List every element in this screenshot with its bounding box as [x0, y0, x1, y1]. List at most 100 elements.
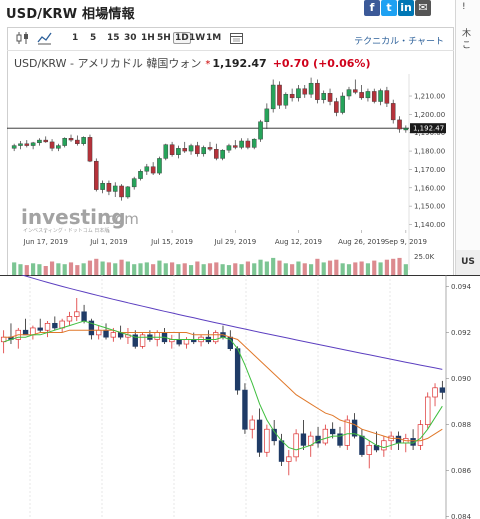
x-tick-label: Jun 17, 2019 — [23, 238, 68, 246]
volume-bar — [264, 261, 269, 275]
candle-body — [119, 185, 124, 198]
right-side-panel — [455, 0, 480, 275]
candle-body — [232, 145, 238, 148]
volume-bar — [239, 264, 244, 275]
volume-bar — [151, 264, 156, 275]
mail-share-icon[interactable]: ✉ — [415, 0, 431, 16]
lower-candle-body — [256, 419, 263, 453]
candle-body — [43, 139, 49, 143]
lower-candle-body — [432, 387, 438, 398]
x-tick-label: Aug 26, 2019 — [338, 238, 385, 246]
volume-bar — [31, 263, 36, 275]
candle-body — [353, 89, 358, 93]
lower-candle-body — [37, 327, 43, 331]
volume-bar — [18, 264, 23, 275]
lower-candle-body — [74, 311, 80, 317]
timeframe-button-15[interactable]: 15 — [107, 33, 120, 43]
lower-y-tick-label: 0.094 — [451, 283, 472, 291]
timeframe-button-1w[interactable]: 1W — [189, 33, 206, 43]
candle-body — [334, 101, 339, 113]
volume-bar — [68, 262, 74, 275]
lower-candle-body — [337, 433, 343, 446]
volume-bar — [302, 263, 307, 275]
chart-toolbar: 1 5 15 30 1H 5H 1D 1W 1M テクニカル・チャート — [7, 27, 454, 51]
volume-bar — [271, 257, 276, 275]
volume-bar — [81, 263, 86, 275]
lower-candle-body — [81, 311, 87, 322]
linkedin-share-icon[interactable]: in — [398, 0, 414, 16]
watermark-suffix: .com — [102, 210, 139, 228]
lower-candle-body — [286, 456, 292, 462]
candle-body — [94, 160, 99, 190]
y-tick-label: 1,180.00 — [414, 148, 445, 156]
candle-body — [302, 88, 308, 95]
candle-body — [270, 84, 276, 110]
volume-bar — [132, 264, 137, 275]
timeframe-button-1m[interactable]: 1M — [206, 33, 222, 43]
candle-body — [397, 119, 402, 130]
lower-candle-body — [110, 332, 117, 338]
candle-body — [106, 182, 112, 192]
lower-candle-body — [132, 334, 138, 347]
side-panel-text-1: 木 — [462, 29, 472, 39]
volume-bar — [321, 262, 326, 275]
timeframe-button-1d[interactable]: 1D — [173, 32, 191, 44]
volume-bar — [125, 261, 130, 275]
volume-bar — [296, 261, 301, 275]
volume-bar — [43, 266, 48, 275]
lower-candle-body — [154, 332, 160, 340]
timeframe-button-1h[interactable]: 1H — [141, 33, 155, 43]
volume-bar — [94, 258, 99, 275]
volume-bar — [119, 259, 124, 275]
calendar-icon[interactable] — [229, 31, 244, 45]
volume-bar — [277, 260, 282, 275]
candlestick-type-icon[interactable] — [15, 31, 30, 45]
volume-bar — [188, 265, 194, 275]
candle-body — [283, 93, 289, 106]
volume-bar — [226, 265, 232, 275]
y-tick-label: 1,200.00 — [414, 111, 445, 119]
volume-axis-label: 25.0K — [414, 253, 435, 261]
moving-average-mid — [3, 329, 443, 442]
candle-body — [112, 185, 118, 192]
volume-bar — [24, 265, 29, 275]
timeframe-button-5h[interactable]: 5H — [157, 33, 171, 43]
last-price-box — [410, 123, 446, 134]
timeframe-button-30[interactable]: 30 — [124, 33, 137, 43]
volume-bar — [372, 260, 377, 275]
y-tick-label: 1,150.00 — [414, 203, 445, 211]
indicator-icon[interactable] — [37, 31, 52, 45]
volume-bar — [195, 261, 200, 275]
lower-candle-body — [212, 332, 219, 343]
technical-chart-link[interactable]: テクニカル・チャート — [354, 37, 444, 47]
side-panel-footer: US — [456, 250, 480, 275]
volume-bar — [176, 264, 181, 275]
x-tick-label: Jul 29, 2019 — [213, 238, 256, 246]
candle-body — [390, 103, 396, 121]
timeframe-button-1[interactable]: 1 — [72, 33, 79, 43]
candle-body — [277, 84, 282, 106]
candle-body — [321, 93, 326, 100]
candle-body — [87, 137, 93, 162]
facebook-share-icon[interactable]: f — [364, 0, 380, 16]
candle-body — [289, 93, 295, 99]
volume-bar — [233, 263, 238, 275]
candle-body — [125, 186, 131, 198]
lower-candlestick-chart[interactable]: 0.094 0.092 0.090 0.088 0.086 0.084 — [0, 275, 480, 519]
volume-bar — [106, 262, 112, 275]
timeframe-button-5[interactable]: 5 — [90, 33, 97, 43]
volume-bar — [340, 263, 345, 275]
candle-body — [308, 82, 314, 95]
candle-body — [359, 92, 364, 99]
candle-body — [150, 166, 156, 174]
instrument-change-percent: (+0.06%) — [313, 57, 371, 70]
y-tick-label: 1,140.00 — [414, 221, 445, 229]
side-panel-alert-icon[interactable]: ! — [462, 2, 466, 12]
lower-y-tick-label: 0.088 — [451, 421, 471, 429]
volume-bar — [62, 264, 67, 275]
twitter-share-icon[interactable]: t — [381, 0, 397, 16]
x-tick-label: Sep 9, 2019 — [385, 238, 427, 246]
moving-average-short — [3, 320, 443, 451]
candle-body — [201, 147, 206, 155]
